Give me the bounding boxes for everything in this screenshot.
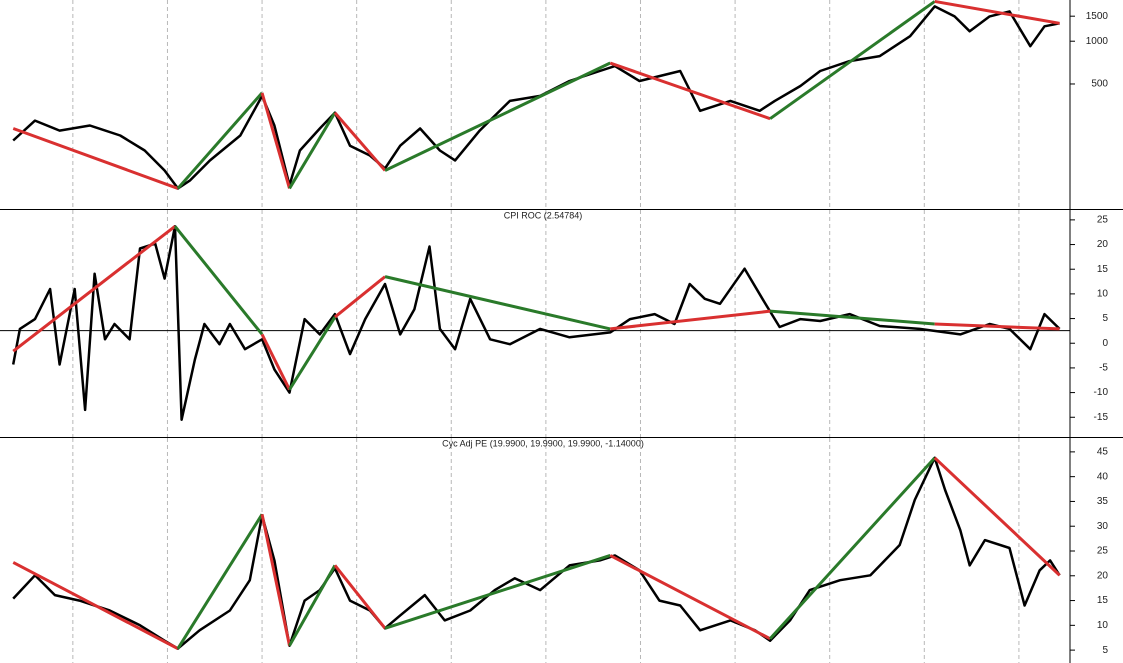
y-tick-label: 15	[1097, 264, 1109, 275]
y-tick-label: 30	[1097, 521, 1109, 532]
price-line	[12, 456, 1061, 650]
y-tick-label: 25	[1097, 546, 1109, 557]
trend-segment	[260, 92, 291, 189]
trend-segment	[173, 225, 264, 336]
trend-segment	[769, 309, 935, 326]
y-tick-label: 1000	[1086, 36, 1109, 47]
y-tick-label: 0	[1102, 338, 1108, 349]
y-tick-label: 1500	[1086, 11, 1109, 22]
trend-segment	[769, 0, 936, 120]
y-tick-label: -10	[1094, 387, 1109, 398]
trend-segment	[609, 554, 771, 641]
y-tick-label: 35	[1097, 496, 1109, 507]
y-tick-label: -15	[1094, 412, 1109, 423]
trend-segment	[609, 61, 771, 121]
y-tick-label: 25	[1097, 215, 1109, 226]
trend-segment	[933, 456, 1061, 577]
price-line	[12, 5, 1060, 190]
y-tick-label: 15	[1097, 595, 1109, 606]
trend-segment	[333, 564, 387, 630]
trend-segment	[260, 333, 291, 391]
trend-segment	[12, 225, 176, 353]
y-tick-label: 40	[1097, 471, 1109, 482]
trend-segment	[610, 309, 771, 331]
trend-segment	[176, 513, 264, 650]
trend-segment	[934, 322, 1060, 331]
trend-segment	[288, 316, 337, 391]
y-tick-label: 5	[1102, 313, 1108, 324]
y-tick-label: 5	[1102, 645, 1108, 656]
trend-segment	[384, 554, 611, 630]
trend-segment	[176, 91, 264, 190]
trend-segment	[384, 275, 611, 331]
y-tick-label: 500	[1091, 79, 1108, 90]
y-tick-label: 20	[1097, 239, 1109, 250]
y-tick-label: 10	[1097, 620, 1109, 631]
y-tick-label: -5	[1099, 363, 1108, 374]
trend-segment	[260, 514, 291, 646]
trend-segment	[12, 127, 179, 190]
trend-segment	[12, 561, 179, 650]
trend-segment	[288, 564, 337, 647]
trend-segment	[384, 61, 611, 172]
trend-segment	[333, 275, 386, 319]
trend-segment	[934, 0, 1060, 25]
trend-segment	[333, 111, 387, 172]
panel-title: CPI ROC (2.54784)	[504, 210, 583, 220]
panel-title: Cyc Adj PE (19.9900, 19.9900, 19.9900, -…	[442, 438, 644, 448]
trend-segment	[288, 111, 337, 190]
y-tick-label: 20	[1097, 570, 1109, 581]
price-line	[11, 225, 1061, 421]
y-tick-label: 10	[1097, 289, 1109, 300]
trend-segment	[768, 456, 936, 640]
y-tick-label: 45	[1097, 447, 1109, 458]
